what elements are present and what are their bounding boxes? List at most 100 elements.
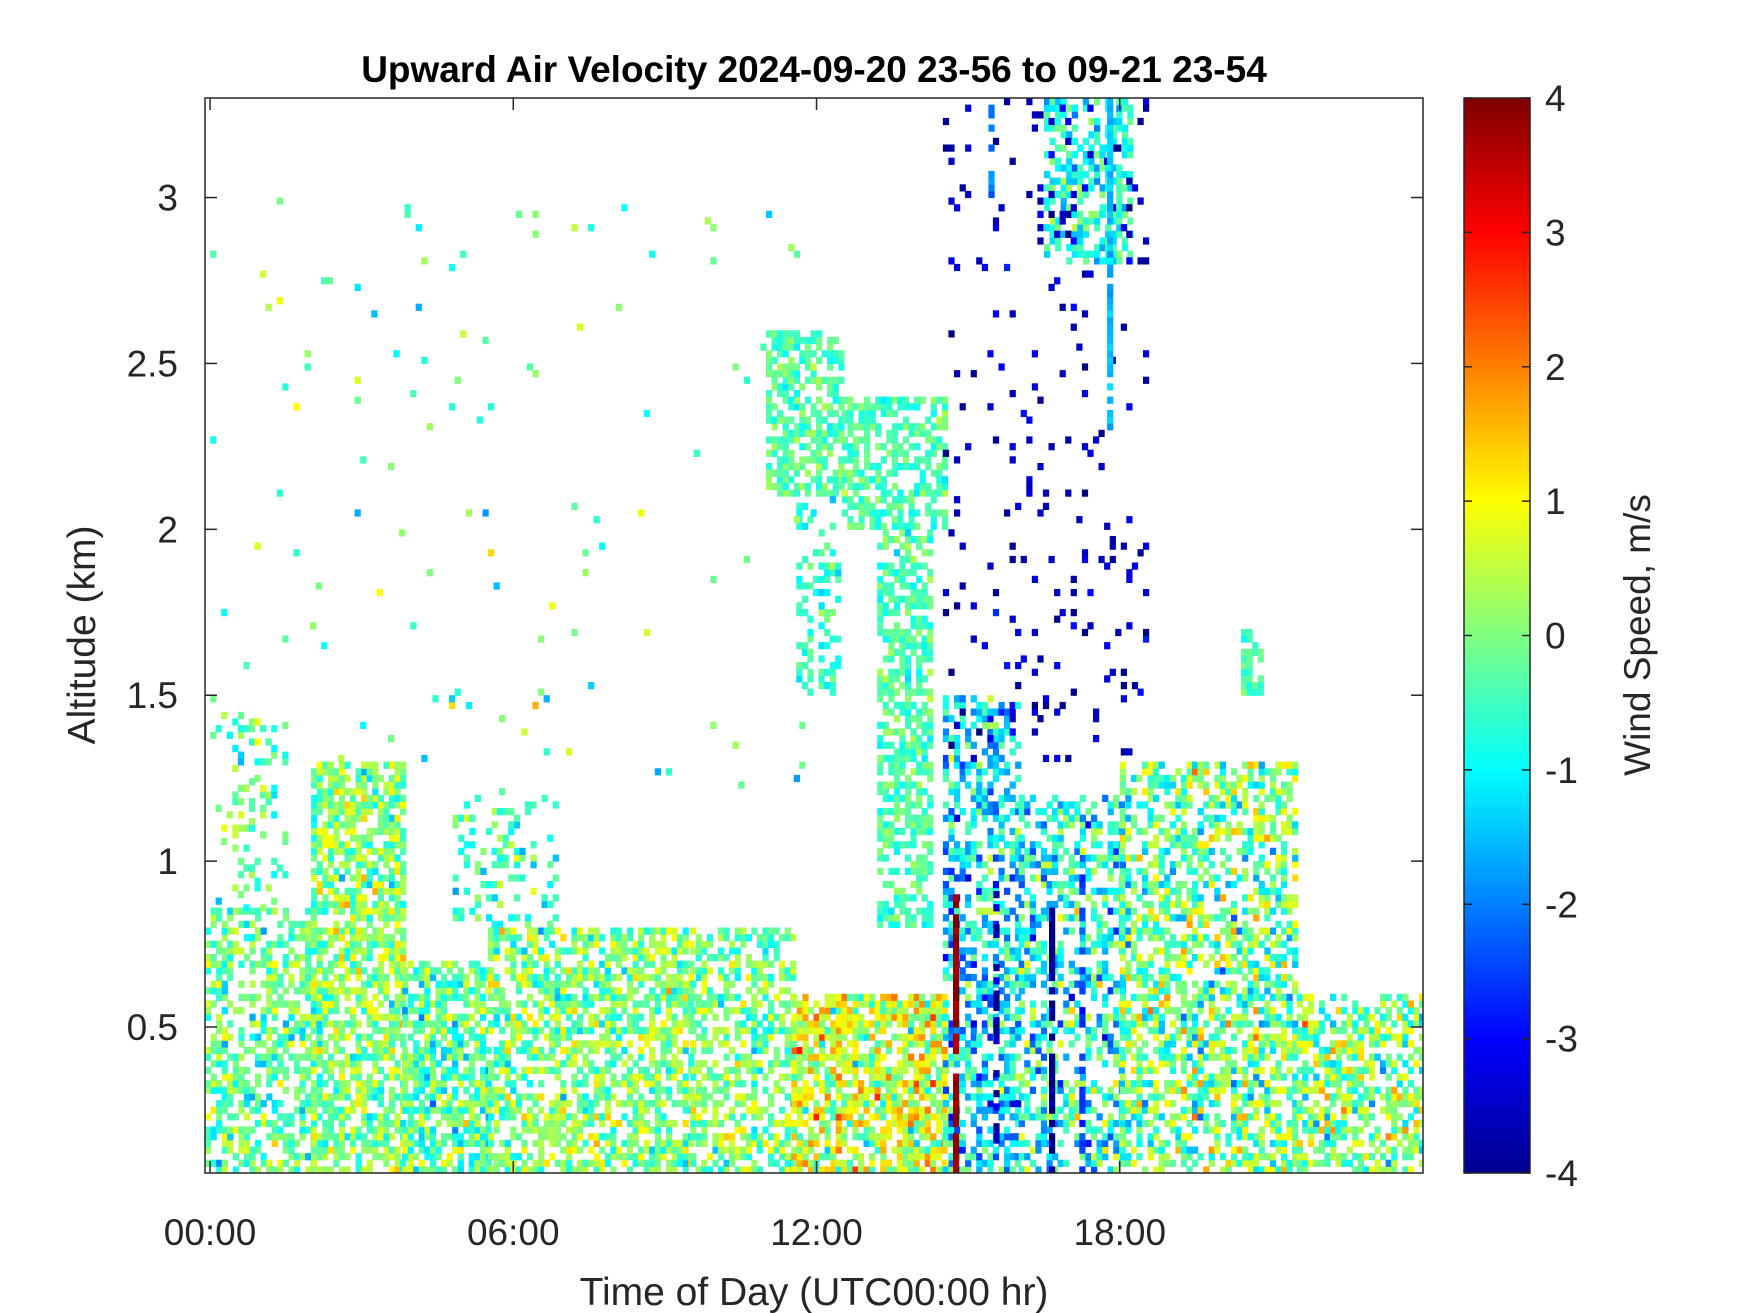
heatmap-cell [891,443,898,451]
heatmap-cell [782,350,789,358]
heatmap-cell [886,409,893,418]
heatmap-cell [976,1153,983,1161]
heatmap-cell [893,569,901,577]
heatmap-cell [400,841,407,849]
heatmap-cell [927,728,934,736]
heatmap-cell [610,1007,617,1015]
heatmap-cell [322,854,329,862]
heatmap-cell [858,1166,865,1173]
heatmap-cell [485,1159,492,1167]
heatmap-cell [311,1133,318,1141]
heatmap-cell [677,993,684,1001]
heatmap-cell [413,1073,420,1081]
heatmap-cell [841,1126,848,1134]
heatmap-cell [824,575,831,583]
heatmap-cell [816,409,823,418]
heatmap-cell [260,791,267,799]
heatmap-cell [671,927,678,935]
heatmap-cell [858,1093,865,1101]
heatmap-cell [965,920,972,928]
heatmap-cell [927,569,934,577]
heatmap-cell [402,1153,409,1161]
heatmap-cell [864,396,871,404]
heatmap-cell [571,1020,578,1028]
heatmap-cell [543,934,550,942]
heatmap-cell [366,947,373,955]
heatmap-cell [254,877,261,885]
heatmap-cell [899,642,906,650]
heatmap-cell [400,827,407,836]
heatmap-cell [271,725,278,733]
heatmap-cell [660,1153,667,1161]
heatmap-cell [463,993,470,1001]
heatmap-cell [532,1159,539,1167]
heatmap-cell [751,980,758,988]
heatmap-cell [538,954,545,962]
heatmap-cell [221,993,228,1001]
heatmap-cell [350,814,357,822]
heatmap-cell [908,509,915,517]
heatmap-cell [560,934,567,942]
heatmap-cell [712,993,719,1001]
heatmap-cell [852,1027,859,1035]
heatmap-cell [914,463,921,471]
heatmap-cell [394,1126,401,1134]
heatmap-cell [965,827,972,836]
heatmap-cell [372,881,379,889]
heatmap-cell [970,721,977,729]
heatmap-cell [777,489,784,497]
heatmap-cell [858,436,865,444]
heatmap-cell [350,934,357,942]
heatmap-cell [327,900,334,909]
heatmap-cell [773,940,780,948]
heatmap-cell [468,1113,475,1121]
heatmap-cell [452,1119,459,1128]
heatmap-cell [788,336,795,345]
heatmap-cell [816,482,823,491]
heatmap-cell [452,1046,459,1055]
heatmap-cell [965,847,972,855]
heatmap-cell [638,940,645,948]
heatmap-cell [766,396,773,404]
heatmap-cell [835,1126,842,1134]
heatmap-cell [914,429,921,437]
heatmap-cell [526,1066,534,1074]
heatmap-cell [215,725,222,733]
heatmap-cell [366,980,373,988]
heatmap-cell [824,1053,831,1061]
heatmap-cell [488,1020,495,1028]
heatmap-cell [355,867,362,875]
heatmap-cell [913,1113,920,1121]
heatmap-cell [383,1126,390,1134]
heatmap-cell [1015,761,1022,769]
heatmap-cell [615,1153,623,1161]
heatmap-cell [987,1000,994,1008]
heatmap-cell [402,1093,409,1101]
heatmap-cell [493,1159,500,1167]
heatmap-cell [1004,1040,1011,1048]
heatmap-cell [549,1113,556,1121]
heatmap-cell [499,1053,506,1061]
heatmap-cell [796,1007,803,1015]
heatmap-cell [582,1106,589,1114]
heatmap-cell [813,1053,820,1061]
heatmap-cell [766,330,773,338]
heatmap-cell [316,1046,323,1055]
heatmap-cell [660,1139,667,1147]
heatmap-cell [1009,781,1016,789]
heatmap-cell [690,980,697,988]
heatmap-cell [255,960,262,968]
heatmap-cell [970,1040,977,1048]
heatmap-cell [327,1033,334,1041]
heatmap-cell [745,960,752,968]
heatmap-cell [510,1040,517,1048]
heatmap-cell [886,469,893,477]
heatmap-cell [361,1033,368,1041]
heatmap-cell [723,987,730,995]
heatmap-cell [671,1027,678,1035]
heatmap-cell [902,1100,909,1108]
heatmap-cell [810,376,817,384]
heatmap-cell [802,1139,809,1147]
heatmap-cell [756,1166,764,1173]
heatmap-cell [638,1046,645,1055]
